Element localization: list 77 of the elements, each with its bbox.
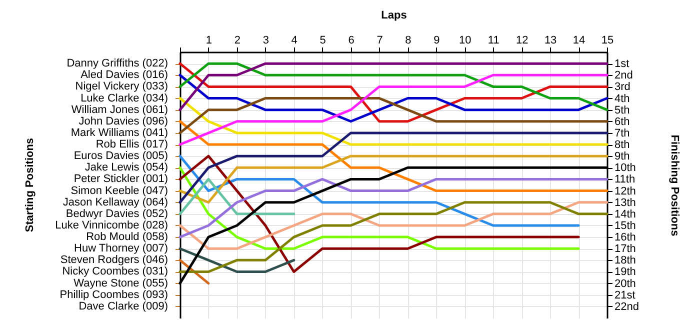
y-tick-label: 11th	[614, 174, 636, 186]
y-tick-label: 15th	[614, 220, 636, 232]
series-label: Peter Stickler (001)	[74, 173, 168, 186]
y-tick-label: 13th	[614, 196, 636, 209]
line-series	[178, 97, 608, 134]
line-series	[178, 201, 608, 250]
x-tick-label: 9	[434, 34, 440, 46]
x-axis-title: Laps	[381, 10, 407, 22]
series-label: Simon Keeble (047)	[70, 184, 168, 197]
line-series	[178, 178, 608, 238]
text: Phillip Coombes (093)	[60, 288, 168, 301]
x-tick-label: 8	[405, 34, 412, 46]
series-label: Rob Mould (058)	[86, 231, 168, 244]
series-label: Aled Davies (016)	[80, 69, 168, 82]
x-tick-label: 11	[488, 34, 500, 46]
series-label: Euros Davies (005)	[74, 150, 168, 162]
y-tick-label: 6th	[614, 116, 630, 128]
series-label: Mark Williams (041)	[70, 126, 168, 139]
line-series	[178, 74, 608, 146]
y-tick-label: 8th	[614, 139, 630, 152]
x-tick-label: 14	[572, 34, 586, 46]
y-tick-label: 19th	[614, 266, 636, 278]
line-series	[178, 154, 608, 204]
x-tick-label: 3	[262, 34, 269, 46]
series-label: William Jones (061)	[71, 104, 168, 116]
series-label: Bedwyr Davies (052)	[66, 208, 168, 220]
x-tick-label: 13	[544, 34, 557, 46]
y-axis-title: Finishing Positions	[668, 134, 680, 236]
y-tick-label: 14th	[614, 208, 636, 220]
x-tick-label: 12	[516, 34, 528, 46]
y-tick-label: 17th	[614, 243, 636, 256]
series-label: Steven Rodgers (046)	[60, 254, 168, 266]
line-series	[178, 74, 608, 123]
y-tick-label: 4th	[614, 92, 630, 105]
series-label: Rob Ellis (017)	[96, 138, 168, 151]
line-series	[178, 132, 608, 204]
y-tick-label: 20th	[614, 278, 636, 290]
line-series	[178, 62, 608, 112]
series-label: Jake Lewis (054)	[84, 162, 168, 174]
series-label: Nigel Vickery (033)	[75, 80, 168, 93]
y-tick-label: 9th	[614, 150, 630, 163]
line-series	[178, 120, 608, 192]
series-label: Luke Clarke (034)	[80, 92, 168, 104]
y-tick-label: 21st	[614, 289, 636, 302]
text: Starting Positions	[24, 138, 36, 232]
x-tick-label: 4	[291, 34, 298, 46]
y-tick-label: 3rd	[614, 81, 630, 94]
x-tick-label: 5	[320, 34, 326, 46]
series-label: Nicky Coombes (031)	[62, 266, 168, 278]
y-tick-label: 7th	[614, 127, 630, 140]
line-series	[178, 154, 580, 227]
x-tick-label: 10	[459, 34, 472, 46]
y-tick-label: 18th	[614, 254, 636, 267]
y-tick-label: 16th	[614, 232, 636, 244]
text: Dave Clarke (009)	[78, 300, 168, 312]
y-tick-label: 12th	[614, 185, 636, 198]
series-label: Danny Griffiths (022)	[66, 58, 168, 70]
line-series	[178, 62, 608, 123]
line-series	[178, 166, 580, 250]
series-label: Luke Vinnicombe (028)	[55, 219, 168, 232]
x-tick-label: 2	[234, 34, 240, 46]
x-tick-label: 1	[206, 34, 212, 46]
y-tick-label: 5th	[614, 104, 630, 116]
y-tick-label: 10th	[614, 162, 636, 174]
y-tick-label: 2nd	[614, 70, 633, 82]
series-label: Jason Kellaway (064)	[62, 196, 168, 208]
x-tick-label: 7	[376, 34, 383, 46]
line-series	[178, 97, 608, 146]
line-series	[178, 201, 608, 273]
line-series	[178, 154, 580, 273]
series-label: John Davies (096)	[78, 115, 168, 128]
y-tick-label: 22nd	[614, 300, 639, 313]
x-tick-label: 15	[601, 34, 614, 46]
x-tick-label: 6	[348, 34, 354, 46]
series-label: Wayne Stone (055)	[74, 277, 168, 290]
y-tick-label: 1st	[614, 58, 630, 70]
series-label: Huw Thorney (007)	[74, 242, 168, 255]
